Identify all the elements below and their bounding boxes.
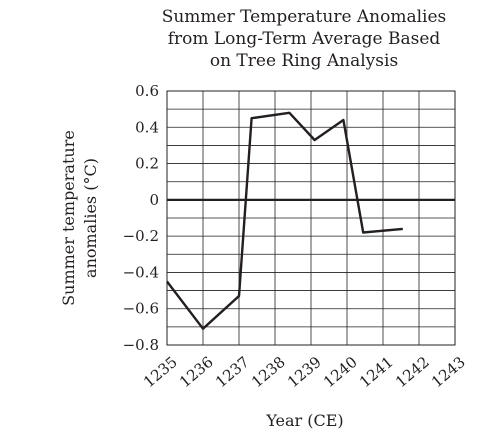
- y-tick-label: −0.6: [123, 300, 159, 318]
- plot-grid: [166, 90, 456, 346]
- x-axis-label: Year (CE): [265, 411, 343, 430]
- x-tick-label: 1239: [284, 353, 325, 391]
- chart-title-line: from Long-Term Average Based: [168, 29, 441, 49]
- y-tick-label: 0.2: [135, 155, 159, 173]
- y-tick-label: −0.8: [123, 336, 159, 354]
- y-tick-labels: 0.6 0.4 0.2 0 −0.2 −0.4 −0.6 −0.8: [123, 82, 159, 354]
- x-tick-label: 1237: [212, 353, 253, 391]
- x-tick-label: 1241: [356, 353, 397, 391]
- x-tick-label: 1243: [428, 353, 469, 391]
- y-axis-label-line: anomalies (°C): [81, 158, 100, 278]
- series-lines: [166, 111, 403, 330]
- y-tick-label: −0.2: [123, 227, 159, 245]
- x-tick-label: 1240: [320, 353, 361, 391]
- series-line: [166, 111, 403, 330]
- y-tick-label: 0.4: [135, 118, 159, 136]
- y-tick-label: −0.4: [123, 263, 159, 281]
- chart-title-line: Summer Temperature Anomalies: [162, 7, 447, 27]
- x-tick-label: 1242: [392, 353, 433, 391]
- x-tick-label: 1238: [248, 353, 289, 391]
- y-tick-label: 0: [149, 191, 159, 209]
- y-axis-label: Summer temperature anomalies (°C): [59, 130, 100, 306]
- chart-title-line: on Tree Ring Analysis: [210, 51, 398, 71]
- y-tick-label: 0.6: [135, 82, 159, 100]
- plot-frame: [166, 90, 456, 346]
- x-tick-label: 1235: [140, 353, 181, 391]
- x-tick-label: 1236: [176, 353, 217, 391]
- y-axis-label-line: Summer temperature: [59, 130, 78, 306]
